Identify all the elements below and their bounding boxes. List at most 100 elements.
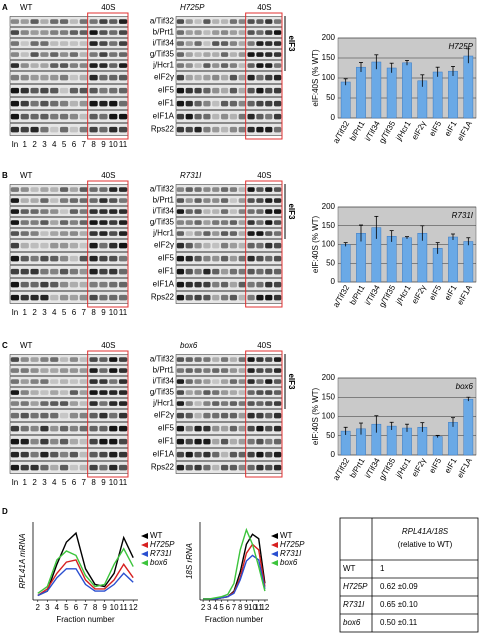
blot-band bbox=[99, 390, 108, 395]
blot-band bbox=[220, 401, 229, 406]
blot-band bbox=[99, 379, 108, 384]
lane-label: 6 bbox=[72, 140, 77, 149]
blot-band bbox=[30, 63, 39, 68]
blot-band bbox=[10, 401, 20, 406]
y-tick-label: 150 bbox=[322, 53, 336, 62]
blot-band bbox=[203, 268, 211, 275]
series-line bbox=[37, 547, 134, 594]
bar bbox=[402, 237, 412, 283]
blot-band bbox=[265, 126, 273, 133]
blot-band bbox=[59, 113, 69, 120]
blot-band bbox=[247, 425, 255, 432]
blot-band bbox=[50, 113, 59, 120]
blot-band bbox=[50, 220, 59, 225]
blot-band bbox=[89, 41, 98, 46]
blot-band bbox=[59, 231, 69, 236]
chart-title: H725P bbox=[449, 42, 474, 51]
blot-band bbox=[118, 281, 128, 288]
blot-band bbox=[10, 41, 20, 46]
blot-band bbox=[229, 379, 238, 384]
blot-band bbox=[176, 209, 185, 214]
protein-label: Rps22 bbox=[151, 125, 175, 134]
blot-band bbox=[69, 390, 79, 395]
blot-band bbox=[185, 113, 193, 120]
x-tick-label: j/Hcr1 bbox=[394, 119, 413, 143]
blot-band bbox=[59, 412, 69, 419]
blot-band bbox=[30, 30, 39, 35]
blot-band bbox=[109, 231, 118, 236]
blot-band bbox=[176, 113, 185, 120]
lane-label: 3 bbox=[42, 308, 47, 317]
blot-band bbox=[10, 126, 20, 133]
blot-band bbox=[185, 187, 193, 192]
blot-band bbox=[203, 126, 211, 133]
blot-band bbox=[256, 87, 264, 94]
blot-band bbox=[99, 74, 108, 81]
blot-band bbox=[69, 357, 79, 362]
lane-label: 4 bbox=[52, 478, 57, 487]
blot-band bbox=[194, 390, 202, 395]
blot-band bbox=[194, 379, 202, 384]
blot-band bbox=[194, 52, 202, 57]
blot-band bbox=[89, 412, 98, 419]
y-tick-label: 200 bbox=[322, 33, 336, 42]
blot-band bbox=[59, 390, 69, 395]
blot-band bbox=[273, 19, 282, 24]
blot-band bbox=[212, 390, 220, 395]
blot-band bbox=[79, 425, 88, 432]
blot-band bbox=[30, 281, 39, 288]
lane-label: 7 bbox=[82, 140, 87, 149]
x-axis-label: Fraction number bbox=[56, 615, 115, 624]
protein-label: i/Tif34 bbox=[153, 39, 175, 48]
blot-band bbox=[69, 41, 79, 46]
blot-band bbox=[109, 281, 118, 288]
blot-band bbox=[109, 401, 118, 406]
blot-band bbox=[109, 412, 118, 419]
blot-band bbox=[256, 401, 264, 406]
blot-band bbox=[50, 294, 59, 301]
bar bbox=[463, 398, 474, 456]
blot-band bbox=[40, 390, 49, 395]
blot-band bbox=[212, 412, 220, 419]
x-tick-label: 6 bbox=[226, 603, 231, 612]
blot-band bbox=[185, 412, 193, 419]
blot-band bbox=[99, 451, 108, 458]
blot-band bbox=[20, 231, 29, 236]
blot-band bbox=[99, 412, 108, 419]
blot-band bbox=[20, 87, 29, 94]
protein-label: b/Prt1 bbox=[153, 28, 175, 37]
blot-band bbox=[185, 281, 193, 288]
blot-band bbox=[247, 390, 255, 395]
blot-band bbox=[79, 294, 88, 301]
blot-band bbox=[247, 401, 255, 406]
fraction-box bbox=[87, 350, 129, 478]
blot-band bbox=[238, 368, 246, 373]
blot-band bbox=[247, 126, 255, 133]
blot-band bbox=[229, 19, 238, 24]
blot-band bbox=[212, 368, 220, 373]
blot-band bbox=[79, 268, 88, 275]
blot-band bbox=[20, 30, 29, 35]
lane-label: 8 bbox=[91, 140, 96, 149]
blot-band bbox=[50, 255, 59, 262]
panel-letter: C bbox=[2, 341, 8, 350]
blot-band bbox=[220, 126, 229, 133]
protein-label: eIF5 bbox=[158, 86, 175, 95]
blot-band bbox=[203, 41, 211, 46]
blot-band bbox=[265, 87, 273, 94]
blot-band bbox=[247, 464, 255, 471]
lane-label: 9 bbox=[101, 478, 106, 487]
blot-band bbox=[40, 242, 49, 249]
blot-band bbox=[40, 126, 49, 133]
blot-band bbox=[265, 209, 273, 214]
blot-band bbox=[229, 255, 238, 262]
blot-band bbox=[30, 268, 39, 275]
blot-band bbox=[89, 425, 98, 432]
blot-band bbox=[185, 19, 193, 24]
blot-band bbox=[247, 438, 255, 445]
x-tick-label: eIF5 bbox=[427, 283, 443, 302]
blot-band bbox=[220, 74, 229, 81]
lane-label: In bbox=[12, 308, 19, 317]
blot-band bbox=[99, 464, 108, 471]
blot-band bbox=[265, 412, 273, 419]
